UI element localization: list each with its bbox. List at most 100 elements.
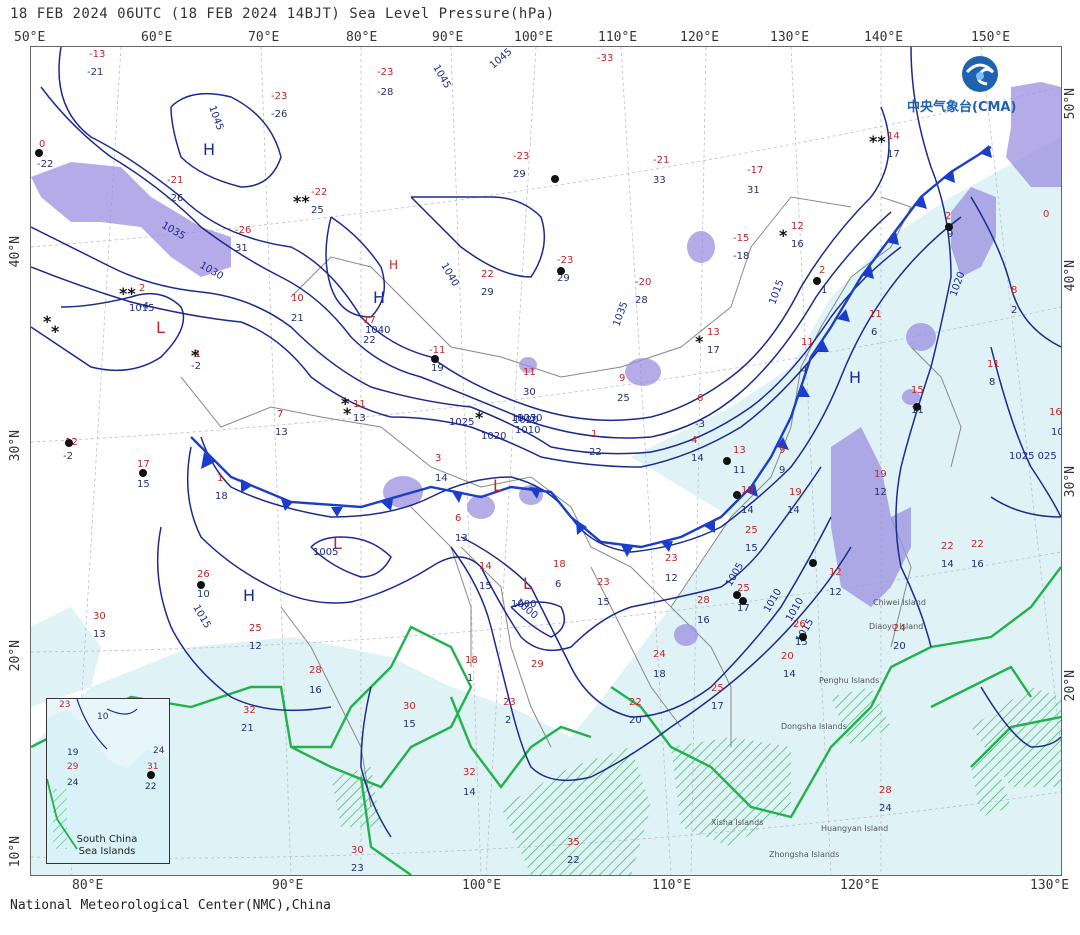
- isobar: [31, 47, 1061, 838]
- station-plot: 24 20: [893, 623, 906, 652]
- station-temp: 7: [277, 409, 283, 420]
- station-temp: 10: [291, 293, 304, 304]
- station-dew: 12: [665, 573, 678, 584]
- cold-front: [190, 145, 992, 557]
- station-dew: -26: [271, 109, 287, 120]
- station-plot: 10 21: [291, 293, 304, 324]
- station-temp: -22: [311, 187, 327, 198]
- station-dew: -21: [87, 67, 103, 78]
- station-plot: -23 -28: [377, 67, 393, 98]
- lon-label-top: 70°E: [248, 30, 280, 45]
- station-plot: 14 15: [479, 561, 492, 592]
- low-pressure-center: L: [333, 534, 342, 553]
- station-temp: -23: [557, 255, 573, 266]
- station-plot: 30 23: [351, 845, 364, 874]
- station-temp: 30: [351, 845, 364, 856]
- station-plot: 26 10: [197, 569, 210, 600]
- station-plot: 2 -4: [139, 283, 149, 312]
- station-dew: 14: [435, 473, 448, 484]
- lon-label-bottom: 80°E: [72, 878, 104, 893]
- station-plot: 13 11: [733, 445, 746, 476]
- station-temp: 14: [887, 131, 900, 142]
- station-plot: 22 14: [941, 541, 954, 570]
- station-dew: 18: [215, 491, 228, 502]
- station-plot: 18 1: [465, 655, 478, 684]
- lon-label-top: 140°E: [864, 30, 904, 45]
- lat-label-left: 30°N: [8, 430, 23, 462]
- station-temp: -23: [513, 151, 529, 162]
- place-label: Huangyan Island: [821, 824, 888, 833]
- station-dew: 15: [745, 543, 758, 554]
- station-dew: 15: [403, 719, 416, 730]
- station-dew: 13: [93, 629, 106, 640]
- station-temp: 19: [789, 487, 802, 498]
- station-temp: 18: [553, 559, 566, 570]
- station-dew: 21: [291, 313, 304, 324]
- station-temp: 20: [781, 651, 794, 662]
- lon-label-top: 50°E: [14, 30, 46, 45]
- station-plot: 28 24: [879, 785, 892, 814]
- sea-warm-area: [31, 607, 101, 707]
- station-dew: 4: [801, 365, 807, 376]
- lon-label-top: 130°E: [770, 30, 810, 45]
- station-plot: 25 15: [745, 525, 758, 554]
- station-dew: 31: [235, 243, 248, 254]
- inset-map-south-china-sea[interactable]: 23 19 29 24 31 22 10 24: [46, 698, 170, 864]
- station-dew: 15: [137, 479, 150, 490]
- station-plot: 12 12: [829, 567, 842, 598]
- station-plot: 25 17: [711, 683, 724, 712]
- station-plot: 4 14: [691, 435, 704, 464]
- station-plot: 13 17: [707, 327, 720, 356]
- isobar-label: 1010: [515, 425, 540, 436]
- station-plot: 22 29: [481, 269, 494, 298]
- station-plot: 11 6: [869, 309, 882, 338]
- station-plot: 32 14: [463, 767, 476, 798]
- station-dew: 6: [871, 327, 877, 338]
- lat-label-right: 20°N: [1063, 670, 1078, 702]
- isobar-label: 1045: [206, 104, 225, 132]
- station-plot: -22 25: [311, 187, 327, 216]
- inset-canvas: 23 19 29 24 31 22 10 24: [47, 699, 169, 863]
- station-dew: 28: [635, 295, 648, 306]
- isobar-label: 1020: [481, 431, 506, 442]
- station-plot: 30 15: [403, 701, 416, 730]
- station-dew: 22: [567, 855, 580, 866]
- station-dew: 2: [505, 715, 511, 726]
- station-dew: 14: [941, 559, 954, 570]
- lon-label-top: 80°E: [346, 30, 378, 45]
- hatched-area: [331, 687, 1061, 875]
- station-dew: 20: [893, 641, 906, 652]
- station-temp: 2: [945, 211, 951, 222]
- isobar-label: 1020: [513, 415, 538, 426]
- station-plot: -23 29: [557, 255, 573, 284]
- station-marker: [35, 149, 953, 641]
- station-temp: -1: [191, 349, 201, 360]
- station-dew: 15: [479, 581, 492, 592]
- station-dew: 12: [829, 587, 842, 598]
- station-temp: -23: [377, 67, 393, 78]
- station-plot: -13 -21: [87, 49, 105, 78]
- station-temp: 24: [893, 623, 906, 634]
- station-plot: 14 17: [887, 131, 900, 160]
- station-plot: 35 22: [567, 837, 580, 866]
- station-temp: 3: [435, 453, 441, 464]
- station-temp: 11: [869, 309, 882, 320]
- station-temp: 22: [941, 541, 954, 552]
- lat-label-left: 20°N: [8, 640, 23, 672]
- inset-value: 24: [153, 746, 165, 756]
- weather-map[interactable]: H H H H H L L L L 1045 1045 1045 1040 10…: [30, 46, 1062, 876]
- station-plot: 23 15: [597, 577, 610, 608]
- station-plot: 21: [819, 265, 827, 296]
- station-temp: 11: [987, 359, 1000, 370]
- station-dew: 22: [589, 447, 602, 458]
- station-plot: 99: [779, 445, 785, 476]
- inset-caption-line: South China: [76, 834, 138, 845]
- station-temp: -21: [167, 175, 183, 186]
- station-temp: 28: [697, 595, 710, 606]
- station-plot: 29: [945, 211, 953, 240]
- lon-label-top: 150°E: [971, 30, 1011, 45]
